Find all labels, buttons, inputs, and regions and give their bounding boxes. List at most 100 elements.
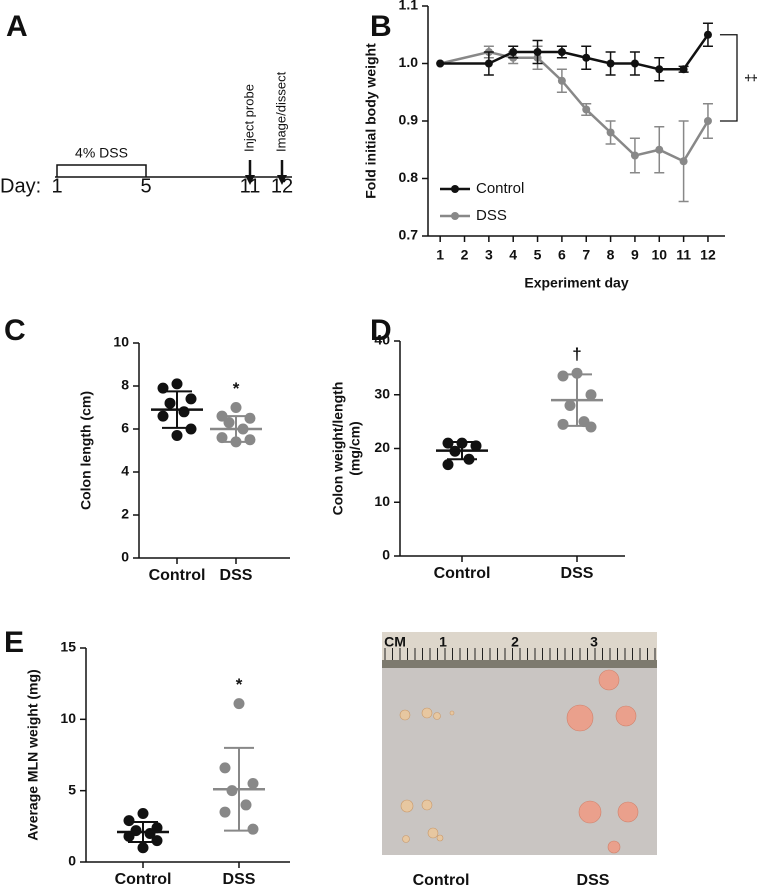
y-axis-label: Colon length (cm) bbox=[78, 391, 94, 510]
day-label: 11 bbox=[240, 175, 261, 197]
day-label: 12 bbox=[271, 175, 293, 197]
y-tick-label: 2 bbox=[121, 506, 129, 522]
point bbox=[509, 48, 518, 56]
y-axis-label: Average MLN weight (mg) bbox=[25, 669, 41, 840]
point bbox=[606, 128, 615, 137]
significance: ‡ bbox=[742, 73, 757, 82]
y-tick-label: 10 bbox=[60, 710, 76, 726]
sd-bar bbox=[224, 746, 254, 832]
x-tick-label: DSS bbox=[223, 871, 256, 888]
point bbox=[219, 762, 231, 774]
point bbox=[557, 48, 566, 56]
y-tick-label: 0.9 bbox=[399, 112, 419, 128]
point bbox=[564, 400, 576, 411]
point bbox=[655, 65, 664, 74]
y-tick-label: 4 bbox=[121, 463, 129, 479]
legend-marker bbox=[451, 212, 459, 220]
point bbox=[533, 48, 542, 56]
legend-label: DSS bbox=[476, 207, 507, 224]
panel-label: B bbox=[370, 10, 392, 43]
point bbox=[630, 59, 639, 68]
y-tick-label: 1.0 bbox=[399, 54, 419, 70]
point bbox=[630, 151, 639, 160]
y-tick-label: 0 bbox=[68, 853, 76, 869]
y-tick-label: 10 bbox=[113, 334, 129, 350]
point bbox=[679, 157, 688, 166]
photo-caption: DSS bbox=[577, 872, 610, 889]
x-tick-label: Control bbox=[149, 567, 206, 584]
point bbox=[233, 698, 245, 710]
series-line bbox=[440, 34, 709, 71]
x-tick-label: 8 bbox=[607, 247, 615, 263]
panel-label: C bbox=[4, 314, 26, 347]
point bbox=[171, 429, 183, 441]
y-tick-label: 20 bbox=[374, 439, 390, 455]
x-tick-label: 7 bbox=[582, 247, 590, 263]
point bbox=[240, 799, 252, 811]
y-tick-label: 0.8 bbox=[399, 169, 419, 185]
x-tick-label: 6 bbox=[558, 247, 566, 263]
point bbox=[137, 842, 149, 854]
point bbox=[123, 815, 135, 827]
y-tick-label: 10 bbox=[374, 493, 390, 509]
x-tick-label: 5 bbox=[534, 247, 542, 263]
point bbox=[185, 423, 197, 435]
point bbox=[164, 397, 176, 409]
arrow-label: Inject probe bbox=[241, 84, 256, 152]
point bbox=[247, 823, 259, 835]
timeline-label: Day: bbox=[0, 175, 41, 197]
point bbox=[185, 393, 197, 405]
point bbox=[178, 406, 190, 418]
point bbox=[230, 402, 242, 413]
point bbox=[585, 421, 597, 433]
significance: * bbox=[236, 675, 243, 694]
sd-bar bbox=[447, 441, 477, 461]
x-tick-label: 2 bbox=[461, 247, 469, 263]
y-tick-label: 6 bbox=[121, 420, 129, 436]
x-tick-label: 10 bbox=[651, 247, 667, 263]
point bbox=[557, 418, 569, 430]
day-label: 1 bbox=[51, 175, 62, 197]
point bbox=[679, 65, 688, 74]
point bbox=[226, 785, 238, 797]
point bbox=[582, 53, 591, 62]
x-tick-label: Control bbox=[434, 565, 491, 582]
point bbox=[557, 370, 569, 382]
point bbox=[571, 367, 583, 379]
point bbox=[470, 440, 482, 452]
point bbox=[216, 432, 228, 444]
sd-bar bbox=[562, 373, 592, 427]
significance: * bbox=[233, 379, 240, 398]
panel-label: A bbox=[6, 10, 28, 43]
x-tick-label: DSS bbox=[561, 565, 594, 582]
y-tick-label: 0 bbox=[382, 547, 390, 563]
ruler-label: 3 bbox=[590, 634, 598, 650]
point bbox=[655, 145, 664, 154]
point bbox=[436, 59, 445, 68]
ruler-label: 1 bbox=[439, 634, 447, 650]
sd-bar bbox=[162, 390, 192, 429]
y-tick-label: 30 bbox=[374, 385, 390, 401]
x-tick-label: 11 bbox=[676, 247, 691, 263]
y-tick-label: 5 bbox=[68, 781, 76, 797]
y-tick-label: 1.1 bbox=[399, 0, 419, 13]
photo bbox=[382, 632, 657, 855]
point bbox=[703, 117, 712, 125]
point bbox=[703, 30, 712, 39]
x-tick-label: Control bbox=[115, 871, 172, 888]
photo-caption: Control bbox=[413, 872, 470, 889]
bracket bbox=[56, 164, 147, 177]
y-tick-label: 40 bbox=[374, 332, 390, 348]
y-axis-label: Fold initial body weight bbox=[363, 43, 379, 199]
arrow-label: Image/dissect bbox=[273, 71, 288, 152]
sd-bar bbox=[221, 415, 251, 443]
point bbox=[151, 835, 163, 847]
point bbox=[606, 59, 615, 68]
x-tick-label: 9 bbox=[631, 247, 639, 263]
point bbox=[244, 412, 256, 424]
panel-label: E bbox=[4, 626, 24, 659]
x-axis-label: Experiment day bbox=[524, 275, 628, 291]
sd-bar bbox=[128, 821, 158, 844]
x-tick-label: 12 bbox=[700, 247, 716, 263]
